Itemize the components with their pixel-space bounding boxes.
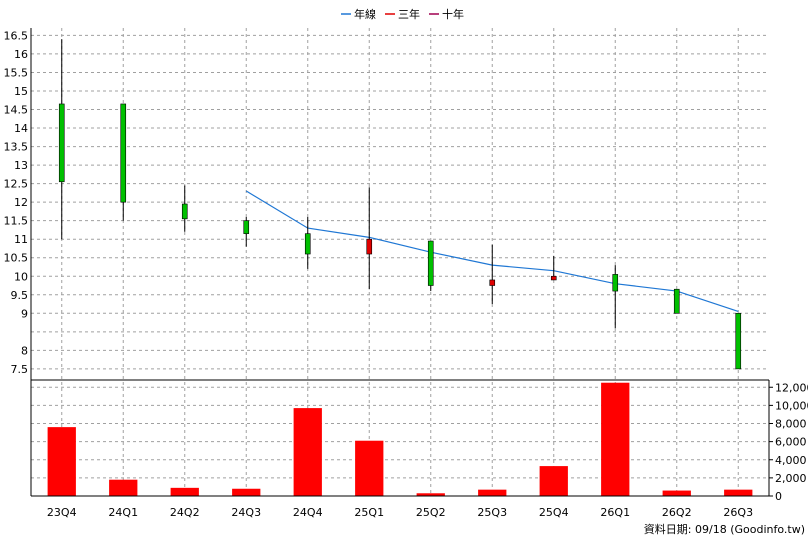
- legend-label-2: 三年: [398, 7, 420, 21]
- candle-body: [612, 274, 619, 292]
- price-tick-label: 14.5: [4, 104, 29, 117]
- volume-tick-label: 8,000: [775, 418, 807, 431]
- x-tick-label: 23Q4: [47, 506, 77, 519]
- x-tick-label: 24Q4: [293, 506, 323, 519]
- volume-bar: [170, 487, 199, 496]
- price-tick-label: 15: [14, 85, 28, 98]
- candle-body: [489, 279, 496, 286]
- volume-bar: [478, 489, 507, 496]
- candle-body: [673, 288, 680, 314]
- price-tick-label: 14: [14, 122, 28, 135]
- price-tick-label: 11.5: [4, 215, 29, 228]
- price-tick-label: 7.5: [11, 363, 29, 376]
- x-tick-label: 26Q2: [662, 506, 692, 519]
- x-tick-label: 24Q2: [170, 506, 200, 519]
- candlestick: [243, 216, 250, 247]
- volume-bar: [416, 493, 445, 496]
- x-tick-label: 25Q2: [416, 506, 446, 519]
- price-tick-label: 16.5: [4, 29, 29, 42]
- price-tick-label: 9: [21, 307, 28, 320]
- volume-bar: [601, 382, 630, 496]
- x-tick-label: 25Q1: [354, 506, 384, 519]
- price-tick-label: 11: [14, 233, 28, 246]
- candlestick: [427, 240, 434, 292]
- candle-body: [366, 238, 373, 255]
- price-tick-label: 13.5: [4, 141, 29, 154]
- volume-bar: [355, 440, 384, 496]
- candlestick: [550, 255, 557, 281]
- price-tick-label: 10.5: [4, 252, 29, 265]
- x-tick-label: 25Q3: [477, 506, 507, 519]
- legend-label-3: 十年: [442, 7, 464, 21]
- x-tick-label: 26Q3: [723, 506, 753, 519]
- candle-body: [243, 220, 250, 234]
- candle-body: [58, 103, 65, 183]
- legend-label-1: 年線: [354, 7, 376, 21]
- volume-tick-label: 2,000: [775, 472, 807, 485]
- x-tick-label: 26Q1: [600, 506, 630, 519]
- x-tick-label: 25Q4: [539, 506, 569, 519]
- candle-body: [427, 240, 434, 286]
- volume-tick-label: 10,000: [775, 399, 808, 412]
- price-tick-label: 16: [14, 48, 28, 61]
- candle-body: [550, 275, 557, 281]
- x-axis: 23Q4 24Q1 24Q2 24Q3 24Q4 25Q1 25Q2 25Q3 25Q4 26Q1…: [30, 28, 770, 519]
- volume-panel: 0 2,000 4,000 6,000 8,000 10,000 12,000: [31, 381, 808, 503]
- volume-tick-label: 4,000: [775, 454, 807, 467]
- volume-bar: [232, 488, 261, 496]
- price-tick-label: 10: [14, 270, 28, 283]
- volume-bar: [293, 408, 322, 496]
- volume-tick-label: 12,000: [775, 381, 808, 394]
- price-tick-label: 12: [14, 196, 28, 209]
- price-tick-label: 15.5: [4, 66, 29, 79]
- candlestick: [735, 313, 742, 370]
- candlestick: [120, 103, 127, 221]
- candlestick: [58, 39, 65, 240]
- volume-bar: [539, 466, 568, 496]
- candle-body: [181, 203, 188, 220]
- candlestick: [612, 265, 619, 329]
- candle-body: [120, 103, 127, 203]
- x-tick-label: 24Q1: [108, 506, 138, 519]
- candle-body: [304, 233, 311, 255]
- volume-bar: [662, 490, 691, 496]
- x-tick-label: 24Q3: [231, 506, 261, 519]
- candlestick: [489, 244, 496, 305]
- candlestick: [366, 187, 373, 290]
- candlestick: [673, 288, 680, 314]
- volume-bar: [724, 489, 753, 496]
- price-tick-label: 9.5: [11, 289, 29, 302]
- price-tick-label: 12.5: [4, 178, 29, 191]
- volume-tick-label: 6,000: [775, 436, 807, 449]
- price-tick-label: 13: [14, 159, 28, 172]
- price-tick-label: 8: [21, 344, 28, 357]
- legend: 年線 三年 十年: [341, 7, 464, 21]
- source-footnote: 資料日期: 09/18 (Goodinfo.tw): [644, 522, 805, 536]
- volume-bar: [47, 427, 76, 496]
- candlestick: [304, 216, 311, 269]
- price-panel: 7.5 8 9 9.5 10 10.5 11 11.5 12 12.5 13 13.5 14 14.5 15…: [4, 28, 769, 496]
- volume-tick-label: 0: [775, 490, 782, 503]
- candlestick: [181, 185, 188, 232]
- volume-bar: [109, 479, 138, 496]
- candle-body: [735, 313, 742, 370]
